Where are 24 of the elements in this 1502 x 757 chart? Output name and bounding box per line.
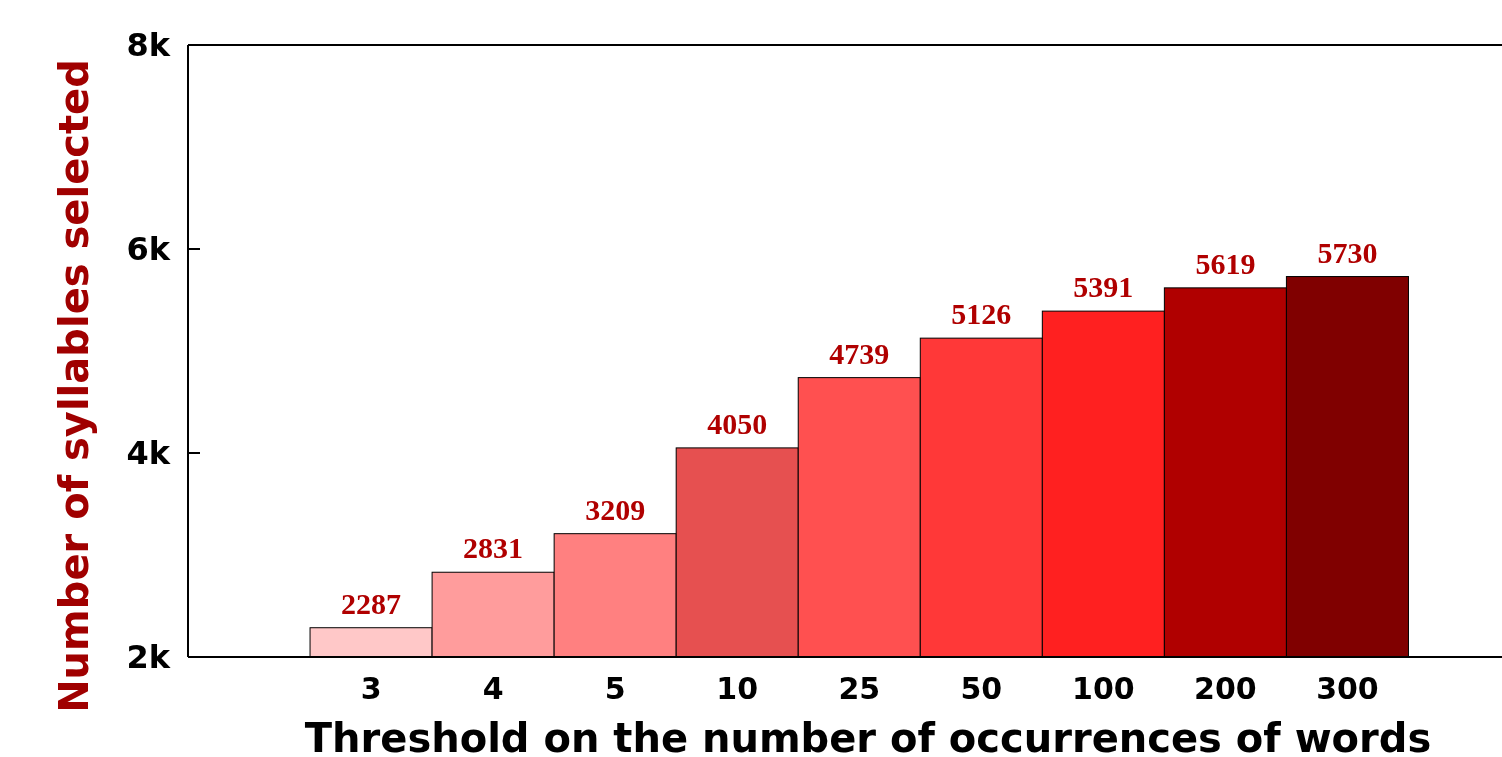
x-tick-label: 5 xyxy=(604,671,626,706)
data-label: 4739 xyxy=(829,336,890,370)
x-tick-label: 50 xyxy=(960,671,1003,706)
data-label: 3209 xyxy=(585,492,646,526)
y-axis-title: Number of syllables selected xyxy=(51,59,97,713)
data-label: 5391 xyxy=(1073,270,1134,304)
x-tick-label: 10 xyxy=(716,671,759,706)
x-axis-title: Threshold on the number of occurrences of words xyxy=(304,715,1432,757)
data-label: 5619 xyxy=(1195,246,1256,280)
data-label: 4050 xyxy=(707,406,768,440)
y-tick-label: 2k xyxy=(126,638,171,677)
x-tick-label: 300 xyxy=(1316,671,1379,706)
y-tick-label: 4k xyxy=(126,434,171,473)
x-tick-label: 25 xyxy=(838,671,881,706)
data-label: 2831 xyxy=(463,531,524,565)
data-label: 5730 xyxy=(1317,235,1378,269)
x-tick-label: 100 xyxy=(1072,671,1135,706)
data-label: 5126 xyxy=(951,297,1012,331)
data-label: 2287 xyxy=(341,586,402,620)
x-tick-label: 4 xyxy=(482,671,504,706)
y-tick-label: 6k xyxy=(126,230,171,269)
y-tick-label: 8k xyxy=(126,26,171,65)
x-tick-label: 200 xyxy=(1194,671,1257,706)
x-tick-label: 3 xyxy=(360,671,382,706)
